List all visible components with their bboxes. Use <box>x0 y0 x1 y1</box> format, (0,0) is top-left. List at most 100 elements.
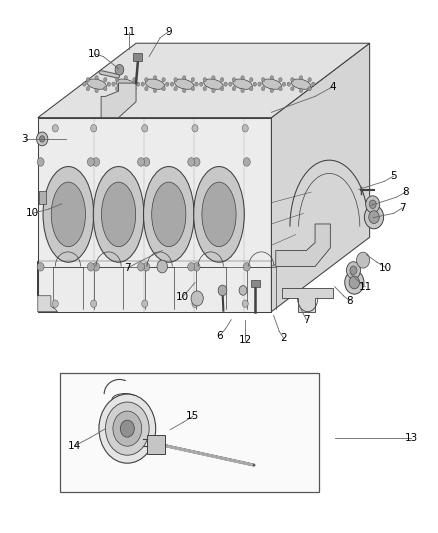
Circle shape <box>282 82 286 86</box>
Ellipse shape <box>51 182 85 247</box>
Ellipse shape <box>87 79 106 90</box>
Circle shape <box>95 88 99 93</box>
Circle shape <box>37 263 44 271</box>
Text: 11: 11 <box>123 27 136 37</box>
Circle shape <box>232 77 236 82</box>
Circle shape <box>153 88 157 93</box>
Polygon shape <box>101 83 136 118</box>
Circle shape <box>194 82 198 86</box>
Circle shape <box>52 125 58 132</box>
Circle shape <box>191 86 194 91</box>
Circle shape <box>261 77 265 82</box>
Circle shape <box>133 77 136 82</box>
Circle shape <box>162 86 166 91</box>
Ellipse shape <box>152 182 186 247</box>
Text: 9: 9 <box>166 27 172 37</box>
Circle shape <box>142 125 148 132</box>
Circle shape <box>369 211 379 223</box>
Circle shape <box>183 76 186 80</box>
Bar <box>147 435 165 454</box>
Circle shape <box>192 125 198 132</box>
Text: 2: 2 <box>280 333 287 343</box>
Circle shape <box>143 263 150 271</box>
Circle shape <box>279 86 282 91</box>
Circle shape <box>193 158 200 166</box>
Ellipse shape <box>144 166 194 262</box>
Text: 10: 10 <box>379 263 392 272</box>
Bar <box>39 191 46 204</box>
Circle shape <box>188 263 195 271</box>
Circle shape <box>91 125 97 132</box>
Circle shape <box>270 76 274 80</box>
Circle shape <box>203 77 206 82</box>
Ellipse shape <box>145 79 165 90</box>
Circle shape <box>143 158 150 166</box>
Circle shape <box>138 158 145 166</box>
Ellipse shape <box>233 79 252 90</box>
Text: 6: 6 <box>216 330 223 341</box>
Circle shape <box>183 88 186 93</box>
Circle shape <box>229 82 232 86</box>
Circle shape <box>157 260 167 273</box>
Text: 5: 5 <box>390 171 397 181</box>
Circle shape <box>250 77 253 82</box>
Circle shape <box>124 88 127 93</box>
Circle shape <box>153 76 157 80</box>
Circle shape <box>107 82 110 86</box>
Ellipse shape <box>116 79 135 90</box>
Circle shape <box>212 76 215 80</box>
Circle shape <box>279 77 282 82</box>
Circle shape <box>192 300 198 308</box>
Circle shape <box>345 271 364 294</box>
Circle shape <box>52 300 58 308</box>
Circle shape <box>92 263 99 271</box>
Circle shape <box>193 263 200 271</box>
Circle shape <box>174 86 177 91</box>
Circle shape <box>270 88 274 93</box>
Circle shape <box>116 86 119 91</box>
Circle shape <box>308 86 311 91</box>
Circle shape <box>136 82 140 86</box>
Text: 3: 3 <box>21 134 28 144</box>
Circle shape <box>83 82 86 86</box>
Circle shape <box>116 77 119 82</box>
Circle shape <box>120 420 134 437</box>
Circle shape <box>87 263 94 271</box>
Circle shape <box>232 86 236 91</box>
Circle shape <box>311 82 315 86</box>
Text: 12: 12 <box>239 335 252 345</box>
Circle shape <box>166 82 169 86</box>
Polygon shape <box>283 288 332 312</box>
Circle shape <box>199 82 203 86</box>
Circle shape <box>145 77 148 82</box>
Circle shape <box>224 82 227 86</box>
Text: 13: 13 <box>404 433 418 443</box>
Text: 7: 7 <box>399 203 406 213</box>
Circle shape <box>170 82 174 86</box>
Circle shape <box>241 76 244 80</box>
Circle shape <box>145 86 148 91</box>
Circle shape <box>243 158 250 166</box>
Circle shape <box>115 64 124 75</box>
Text: 7: 7 <box>124 263 131 273</box>
Circle shape <box>36 132 48 146</box>
Circle shape <box>369 200 376 208</box>
Text: 11: 11 <box>359 282 372 292</box>
Ellipse shape <box>262 79 282 90</box>
Circle shape <box>91 300 97 308</box>
Text: 4: 4 <box>329 82 336 92</box>
Circle shape <box>86 86 90 91</box>
Text: 8: 8 <box>346 296 353 306</box>
Circle shape <box>142 300 148 308</box>
Circle shape <box>162 77 166 82</box>
Circle shape <box>242 300 248 308</box>
Circle shape <box>124 76 127 80</box>
Circle shape <box>87 158 94 166</box>
Bar <box>251 280 260 287</box>
Circle shape <box>191 77 194 82</box>
Circle shape <box>350 266 357 274</box>
Circle shape <box>39 136 45 142</box>
Ellipse shape <box>204 79 223 90</box>
Polygon shape <box>38 261 57 312</box>
Circle shape <box>106 402 149 455</box>
